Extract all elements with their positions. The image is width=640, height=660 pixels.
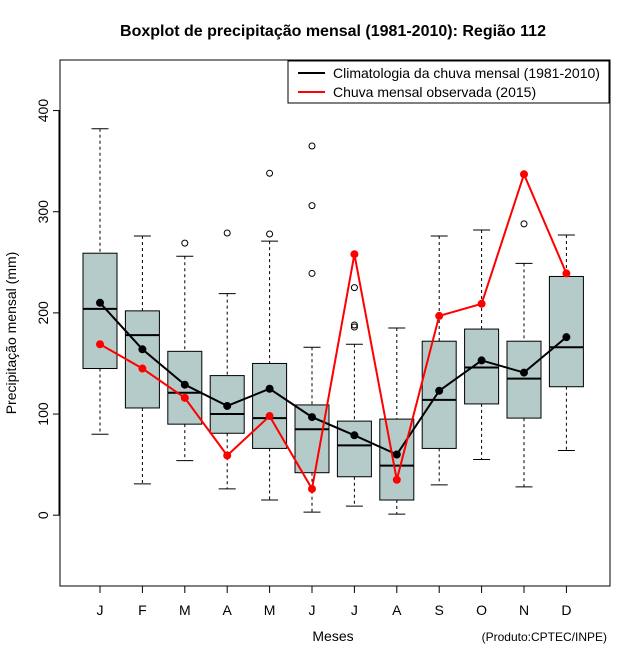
box-iqr (548, 275, 584, 388)
outlier-point (350, 284, 358, 292)
outlier-point (308, 269, 316, 277)
series-point (308, 484, 316, 493)
legend: Climatologia da chuva mensal (1981-2010)… (287, 60, 610, 104)
series-point (308, 413, 316, 422)
series-point (562, 333, 571, 342)
series-point (435, 311, 444, 320)
x-axis-label: Meses (312, 628, 353, 644)
series-point (562, 269, 571, 278)
series-point (96, 340, 104, 349)
credit-text: (Produto:CPTEC/INPE) (482, 630, 607, 644)
y-tick-label: 300 (35, 200, 51, 224)
x-tick-label: A (392, 602, 402, 618)
series-line (99, 302, 568, 456)
box-iqr (82, 252, 118, 370)
box-iqr (421, 340, 457, 449)
box-month-4 (209, 229, 245, 490)
series-point (392, 450, 401, 459)
y-tick-label: 200 (35, 301, 51, 325)
outlier-point (350, 323, 358, 331)
series-point (392, 475, 401, 484)
series-climatology (96, 298, 571, 459)
chart-title: Boxplot de precipitação mensal (1981-201… (120, 23, 546, 40)
legend-label-climatology: Climatologia da chuva mensal (1981-2010) (333, 65, 600, 81)
y-tick-label: 0 (35, 511, 51, 519)
series-point (350, 431, 359, 440)
x-tick-label: M (264, 602, 276, 618)
series-point (138, 345, 147, 354)
y-tick-label: 400 (35, 99, 51, 123)
x-tick-label: A (223, 602, 233, 618)
series-point (477, 299, 486, 308)
plot-area (82, 128, 584, 515)
box-month-1 (82, 128, 118, 435)
y-tick-label: 100 (35, 402, 51, 426)
y-axis-label: Precipitação mensal (mm) (3, 252, 19, 415)
series-point (96, 298, 104, 307)
box-month-11 (506, 220, 542, 488)
outlier-point (266, 169, 274, 177)
series-point (265, 384, 274, 393)
x-tick-label: J (309, 602, 316, 618)
box-iqr (464, 328, 500, 405)
x-tick-label: D (561, 602, 571, 618)
series-point (350, 250, 359, 259)
box-month-10 (464, 229, 500, 461)
x-tick-label: M (179, 602, 191, 618)
outlier-point (181, 239, 189, 247)
box-month-9 (421, 235, 457, 486)
x-tick-label: O (476, 602, 487, 618)
x-tick-label: J (351, 602, 358, 618)
x-tick-label: F (138, 602, 147, 618)
series-point (138, 364, 147, 373)
x-tick-label: S (435, 602, 444, 618)
series-point (435, 386, 444, 395)
x-tick-label: N (519, 602, 529, 618)
x-tick-label: J (97, 602, 104, 618)
outlier-point (308, 142, 316, 150)
outlier-point (223, 229, 231, 237)
series-line (99, 171, 568, 492)
box-month-12 (548, 234, 584, 451)
series-point (223, 401, 232, 410)
box-iqr (506, 340, 542, 419)
series-point (180, 393, 189, 402)
series-point (477, 356, 486, 365)
series-point (520, 170, 528, 179)
legend-label-observed: Chuva mensal observada (2015) (333, 84, 536, 100)
legend-box (287, 60, 610, 104)
outlier-point (308, 202, 316, 210)
outlier-point (266, 230, 274, 238)
outlier-point (520, 220, 528, 228)
series-point (223, 451, 232, 460)
series-point (520, 368, 528, 377)
y-axis: 0 100 200 300 400 (35, 99, 60, 519)
series-point (265, 412, 274, 421)
series-observed (96, 170, 571, 493)
series-point (180, 380, 189, 389)
outlier-point (350, 321, 358, 329)
